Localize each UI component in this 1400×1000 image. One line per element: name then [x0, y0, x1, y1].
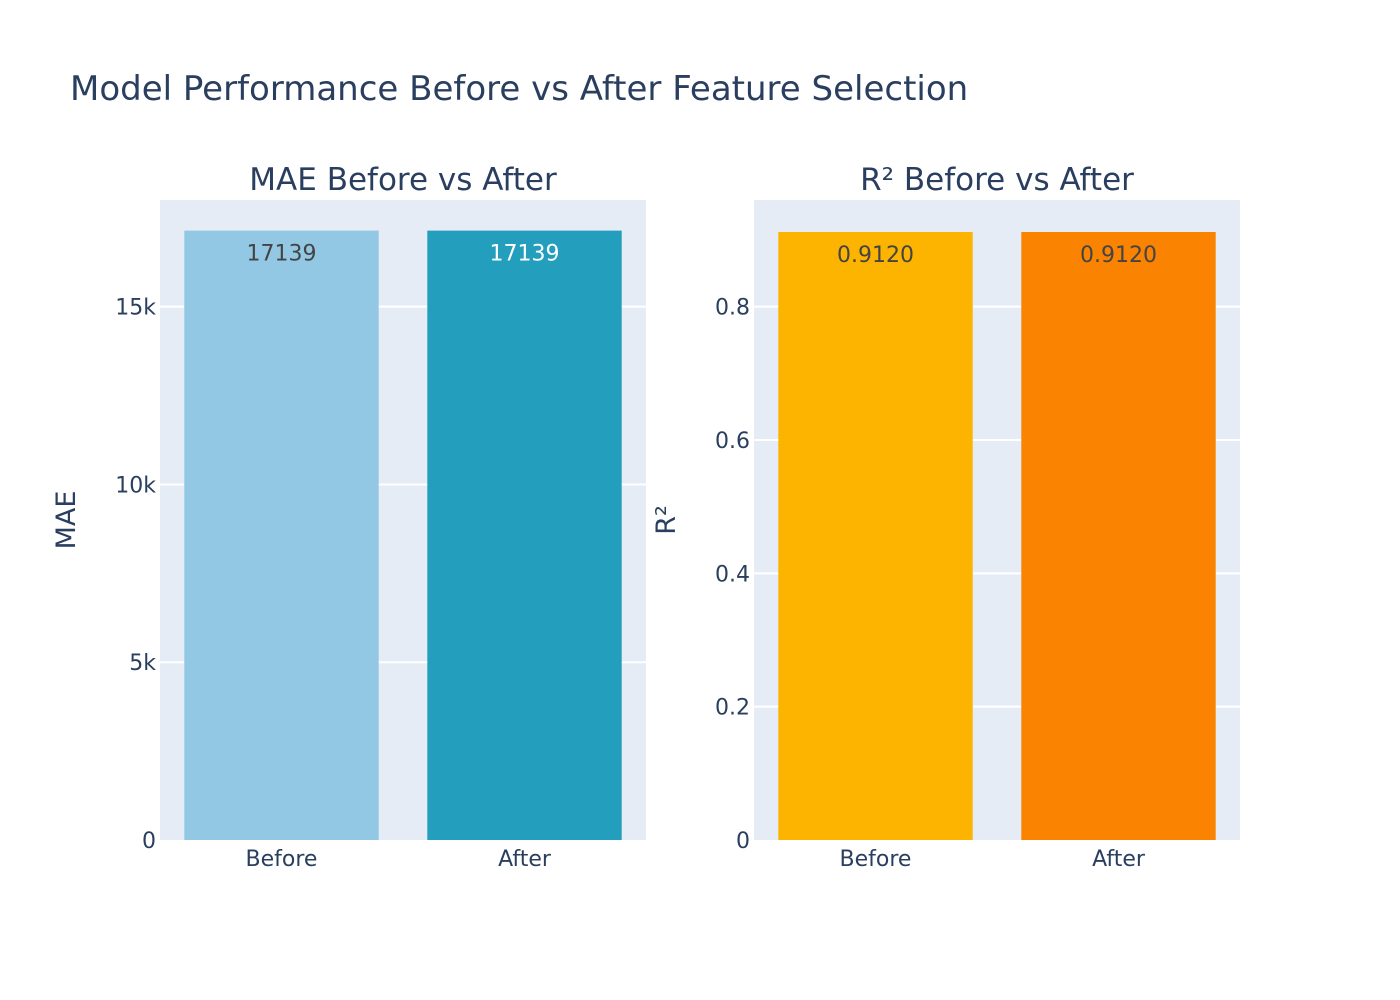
y-tick-label: 0.8: [715, 296, 750, 321]
bar-value-label: 0.9120: [837, 243, 914, 268]
bar-value-label: 17139: [490, 242, 560, 267]
bars: [778, 232, 1216, 840]
x-tick-label: After: [1092, 847, 1146, 872]
bar-after: [427, 230, 622, 840]
bar-value-label: 17139: [247, 242, 317, 267]
subplot-r2: 0.9120 0.9120 0 0.2 0.4 0.6 0.8 Before After R…: [651, 162, 1240, 872]
y-tick-label: 10k: [115, 473, 156, 498]
subplot-title: MAE Before vs After: [249, 162, 557, 198]
y-axis-title: R²: [651, 505, 682, 535]
bars: [184, 230, 622, 840]
x-tick-label: After: [498, 847, 552, 872]
x-tick-labels: Before After: [246, 847, 552, 872]
bar-after: [1021, 232, 1216, 840]
x-tick-labels: Before After: [840, 847, 1146, 872]
y-tick-label: 0.2: [715, 696, 750, 721]
y-tick-label: 0.4: [715, 562, 750, 587]
subplot-title: R² Before vs After: [860, 162, 1134, 198]
y-tick-labels: 0 5k 10k 15k: [115, 296, 156, 854]
y-tick-label: 0: [142, 829, 156, 854]
y-tick-labels: 0 0.2 0.4 0.6 0.8: [715, 296, 750, 854]
y-tick-label: 15k: [115, 296, 156, 321]
bar-labels: 17139 17139: [247, 242, 560, 267]
bar-labels: 0.9120 0.9120: [837, 243, 1157, 268]
chart-title: Model Performance Before vs After Featur…: [70, 69, 968, 109]
bar-value-label: 0.9120: [1080, 243, 1157, 268]
x-tick-label: Before: [840, 847, 912, 872]
y-tick-label: 0: [736, 829, 750, 854]
y-tick-label: 5k: [129, 651, 156, 676]
x-tick-label: Before: [246, 847, 318, 872]
y-axis-title: MAE: [51, 491, 82, 550]
y-tick-label: 0.6: [715, 429, 750, 454]
subplot-mae: 17139 17139 0 5k 10k 15k Before After MAE Bef…: [51, 162, 646, 872]
bar-before: [184, 230, 379, 840]
bar-before: [778, 232, 973, 840]
